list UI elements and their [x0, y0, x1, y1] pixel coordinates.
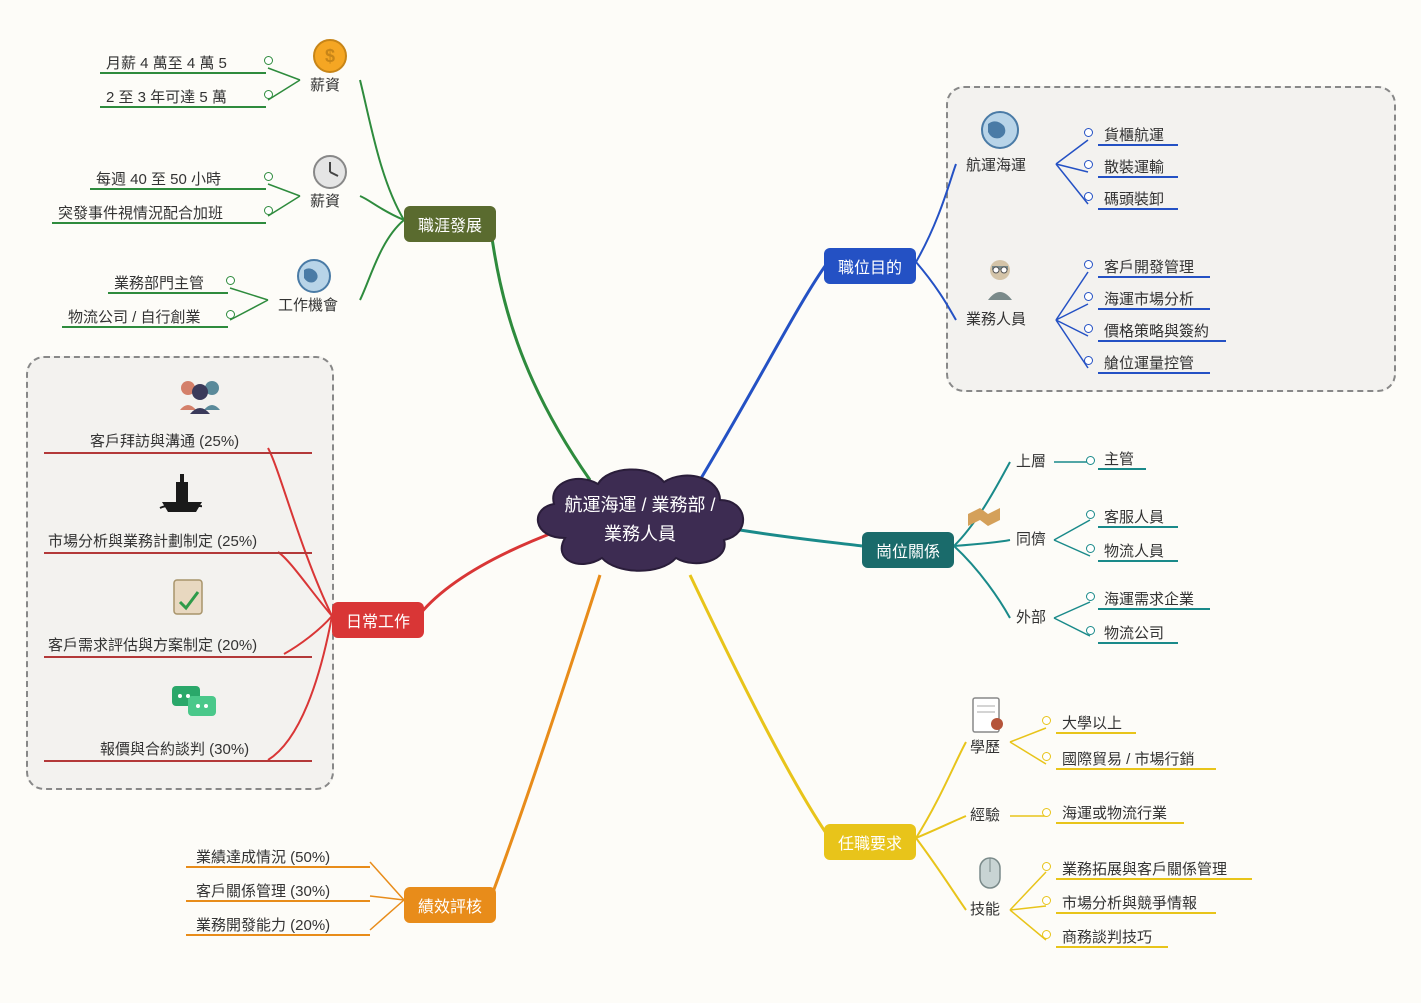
underline — [1098, 308, 1210, 310]
bullet — [264, 206, 273, 215]
bullet — [1084, 160, 1093, 169]
underline — [1056, 912, 1216, 914]
req-sub-exp: 經驗 — [970, 804, 1000, 825]
underline — [1098, 208, 1178, 210]
bullet — [226, 276, 235, 285]
bullet — [1042, 716, 1051, 725]
underline — [100, 106, 266, 108]
underline — [1098, 642, 1178, 644]
underline — [1098, 372, 1210, 374]
underline — [1056, 732, 1136, 734]
career-sub-opportunity: 工作機會 — [278, 294, 338, 315]
underline — [1098, 468, 1146, 470]
daily-item: 客戶需求評估與方案制定 (20%) — [44, 632, 261, 657]
relation-sub-upper: 上層 — [1016, 450, 1046, 471]
ship-icon — [154, 468, 202, 516]
underline — [44, 760, 312, 762]
bullet — [1086, 626, 1095, 635]
underline — [1098, 608, 1210, 610]
underline — [62, 326, 228, 328]
career-sub-salary1: 薪資 — [310, 74, 340, 95]
underline — [1056, 822, 1184, 824]
bullet — [1084, 260, 1093, 269]
underline — [1098, 526, 1178, 528]
requirement-node: 任職要求 — [824, 824, 916, 860]
globe-icon — [290, 252, 338, 300]
person-icon — [976, 256, 1024, 304]
central-node: 航運海運 / 業務部 /業務人員 — [520, 460, 760, 580]
bullet — [1084, 192, 1093, 201]
bullet — [1042, 930, 1051, 939]
bullet — [264, 90, 273, 99]
bullet — [264, 56, 273, 65]
central-text: 航運海運 / 業務部 /業務人員 — [520, 460, 760, 580]
underline — [44, 656, 312, 658]
people-icon — [172, 372, 220, 420]
underline — [44, 552, 312, 554]
underline — [1098, 144, 1178, 146]
underline — [108, 292, 228, 294]
relation-node: 崗位關係 — [862, 532, 954, 568]
underline — [186, 934, 370, 936]
daily-item: 報價與合約談判 (30%) — [96, 736, 253, 761]
purpose-node: 職位目的 — [824, 248, 916, 284]
underline — [1056, 946, 1168, 948]
req-sub-skill: 技能 — [970, 898, 1000, 919]
svg-text:$: $ — [325, 46, 335, 66]
underline — [90, 188, 266, 190]
clock-icon — [306, 148, 354, 196]
certificate-icon — [964, 692, 1012, 740]
chat-icon — [168, 678, 216, 726]
bullet — [1084, 324, 1093, 333]
daily-item: 市場分析與業務計劃制定 (25%) — [44, 528, 261, 553]
req-sub-edu: 學歷 — [970, 736, 1000, 757]
coin-icon: $ — [306, 32, 354, 80]
globe-icon — [976, 106, 1024, 154]
underline — [1056, 768, 1216, 770]
underline — [1098, 276, 1210, 278]
purpose-sub-shipping: 航運海運 — [966, 154, 1026, 175]
underline — [186, 900, 370, 902]
daily-item: 客戶拜訪與溝通 (25%) — [86, 428, 243, 453]
career-sub-salary2: 薪資 — [310, 190, 340, 211]
underline — [1098, 340, 1226, 342]
bullet — [226, 310, 235, 319]
document-check-icon — [164, 572, 212, 620]
purpose-sub-sales: 業務人員 — [966, 308, 1026, 329]
underline — [100, 72, 266, 74]
underline — [44, 452, 312, 454]
career-node: 職涯發展 — [404, 206, 496, 242]
performance-node: 績效評核 — [404, 887, 496, 923]
relation-sub-peer: 同儕 — [1016, 528, 1046, 549]
bullet — [1084, 292, 1093, 301]
underline — [1098, 176, 1178, 178]
bullet — [1086, 592, 1095, 601]
bullet — [1042, 752, 1051, 761]
bullet — [1042, 808, 1051, 817]
bullet — [1042, 862, 1051, 871]
bullet — [1042, 896, 1051, 905]
bullet — [264, 172, 273, 181]
underline — [186, 866, 370, 868]
daily-node: 日常工作 — [332, 602, 424, 638]
bullet — [1086, 456, 1095, 465]
bullet — [1086, 544, 1095, 553]
underline — [1056, 878, 1252, 880]
underline — [1098, 560, 1178, 562]
underline — [52, 222, 266, 224]
bullet — [1084, 128, 1093, 137]
bullet — [1086, 510, 1095, 519]
relation-sub-external: 外部 — [1016, 606, 1046, 627]
handshake-icon — [962, 496, 1006, 532]
mouse-icon — [966, 848, 1014, 896]
bullet — [1084, 356, 1093, 365]
